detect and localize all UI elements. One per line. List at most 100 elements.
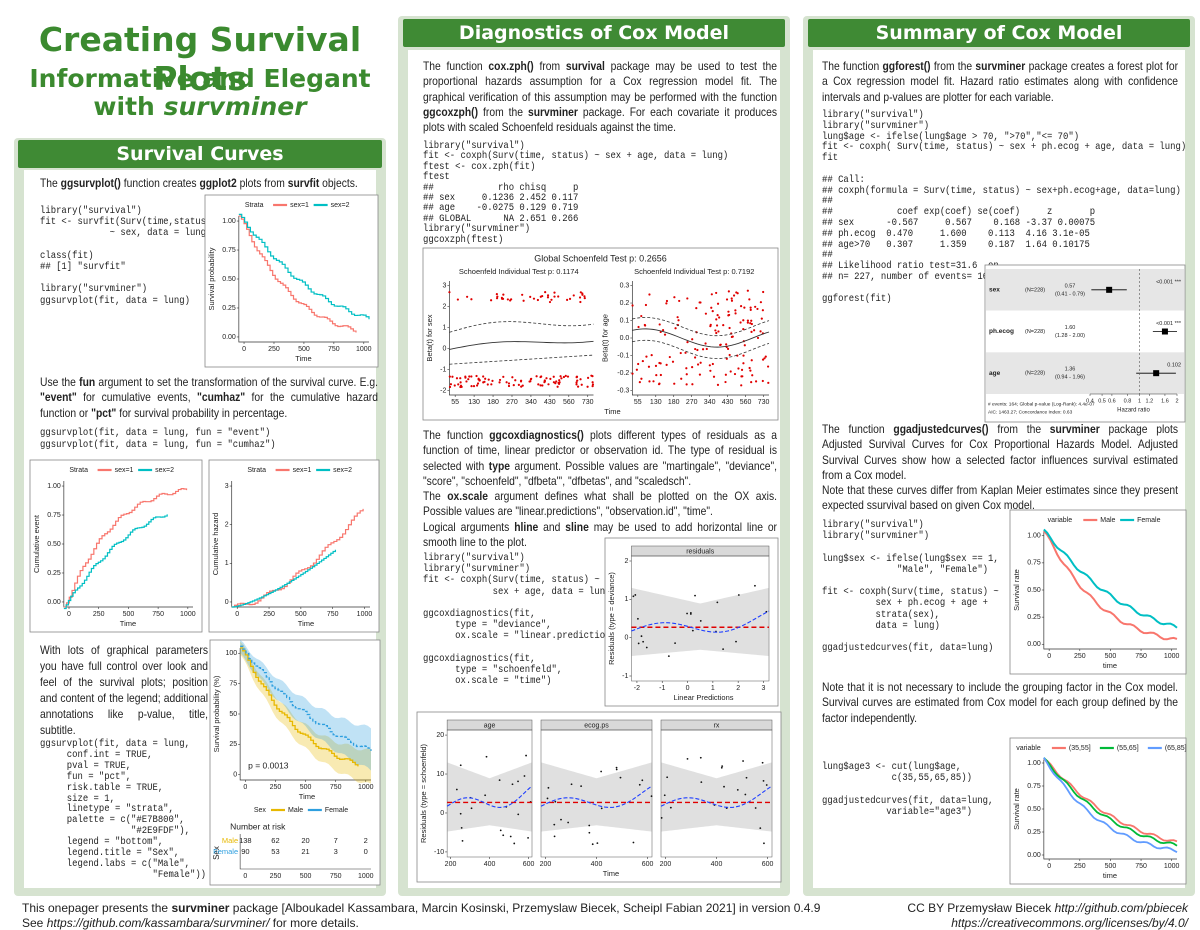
plot-text: age — [484, 722, 496, 729]
point — [750, 322, 753, 326]
point — [502, 293, 505, 296]
text: CC BY Przemysław Biecek — [907, 901, 1055, 915]
paragraph: With lots of graphical parameters you ha… — [40, 642, 208, 738]
plot-text: 1000 — [1164, 653, 1180, 660]
point — [548, 300, 552, 304]
point — [491, 379, 494, 382]
plot-text: 0 — [242, 346, 246, 353]
paragraph: Note that these curves differ from Kapla… — [822, 483, 1178, 514]
code-line: ## GLOBAL NA 2.651 0.266 — [423, 212, 579, 225]
plot-text: 430 — [544, 399, 556, 406]
point — [566, 375, 570, 378]
code-line: library("survminer") — [423, 563, 531, 576]
plot-text: (1.28 - 2.00) — [1055, 333, 1085, 339]
bold-text: ox.scale — [447, 489, 488, 504]
point — [558, 379, 561, 382]
point — [459, 812, 462, 815]
code-line: conf.int = TRUE, — [40, 748, 153, 761]
plot-text: -10 — [434, 849, 444, 856]
paragraph: The function ggforest() from the survmin… — [822, 59, 1178, 105]
code-line: ## Call: — [822, 173, 865, 186]
plot-text: (N=228) — [1025, 371, 1045, 377]
plot-text: 2 — [364, 836, 368, 845]
point — [708, 364, 711, 367]
point — [554, 800, 557, 803]
text: The — [423, 489, 448, 504]
plot-text: Schoenfeld Individual Test p: 0.1174 — [459, 267, 579, 276]
curve — [540, 785, 653, 808]
point — [673, 296, 676, 299]
plot-background — [29, 459, 203, 633]
point — [572, 294, 575, 297]
point — [686, 757, 689, 760]
plot-text: Hazard ratio — [1117, 408, 1150, 414]
point — [668, 355, 671, 359]
point — [579, 291, 582, 294]
point — [470, 807, 473, 810]
section-heading: Survival Curves — [18, 140, 382, 168]
point — [545, 377, 548, 380]
plot-text: 55 — [634, 399, 642, 406]
point — [734, 312, 737, 315]
curve — [238, 213, 370, 320]
axis-line — [1043, 759, 1177, 860]
plot-text: 0.2 — [620, 300, 630, 307]
point — [726, 347, 730, 350]
point — [495, 297, 499, 300]
curve — [632, 328, 770, 348]
point — [583, 295, 586, 298]
text: The function — [423, 428, 490, 442]
plot-text: Beta(t) for sex — [425, 314, 434, 361]
point — [586, 385, 589, 388]
plot-text: 1000 — [356, 346, 372, 353]
point — [678, 299, 681, 303]
text: package. For each covariate it produces … — [423, 104, 777, 135]
plot-text: 0.50 — [47, 541, 61, 548]
point — [641, 359, 644, 363]
point — [467, 378, 470, 381]
point — [635, 368, 638, 371]
text: This onepager presents the — [22, 901, 172, 915]
point — [710, 306, 713, 309]
point — [525, 754, 527, 757]
point — [456, 298, 459, 301]
text: Use the — [40, 375, 80, 389]
point — [517, 383, 520, 386]
point — [591, 383, 595, 386]
plot-text: 3 — [443, 282, 447, 289]
point — [648, 293, 651, 296]
plot-text: 20 — [436, 732, 444, 739]
point — [696, 363, 700, 366]
curve — [1043, 757, 1178, 847]
point — [761, 379, 764, 383]
point — [711, 362, 714, 366]
point — [549, 377, 552, 380]
bold-text: ggcoxzph() — [423, 104, 479, 119]
paragraph: The function ggadjustedcurves() from the… — [822, 422, 1178, 483]
bold-text: survfit — [287, 176, 320, 190]
point — [580, 383, 583, 386]
plot-text: Cumulative hazard — [211, 513, 220, 576]
axis-line — [631, 281, 769, 396]
point — [459, 381, 462, 384]
code-group: ggcoxdiagnostics(fit, type = "deviance",… — [423, 608, 627, 643]
plot-text: 0 — [243, 873, 247, 880]
code-group: library("survival") fit <- coxph(Surv(tim… — [423, 141, 728, 246]
code-group: class(fit) ## [1] "survfit" — [40, 250, 211, 273]
point — [716, 383, 720, 387]
point — [722, 324, 725, 327]
point — [733, 372, 737, 376]
row-band — [986, 269, 1184, 311]
point — [642, 640, 645, 643]
point — [475, 384, 479, 387]
text-block: Use the fun argument to set the transfor… — [40, 375, 378, 421]
plot-text: 0.50 — [1027, 806, 1041, 813]
point — [722, 648, 725, 651]
code-group: library("survival") library("survminer") l… — [822, 110, 1186, 164]
code-line: library("survminer") — [423, 223, 531, 236]
code-line: library("survminer") — [40, 283, 148, 296]
plot-text: Time — [603, 869, 619, 878]
point — [746, 289, 749, 292]
plot-text: 3 — [762, 685, 766, 692]
bold-text: ggplot2 — [199, 176, 237, 190]
